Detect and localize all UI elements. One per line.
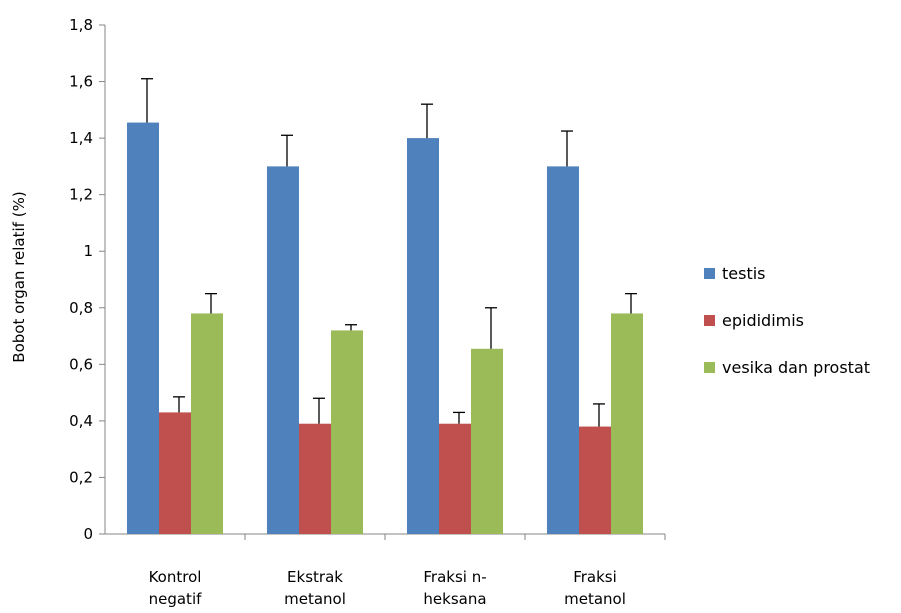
- y-tick-label: 0,8: [69, 299, 93, 317]
- bar-epididimis: [159, 412, 191, 534]
- bar-epididimis: [439, 423, 471, 534]
- x-tick-label: metanol: [564, 590, 626, 608]
- x-tick-label: Ekstrak: [287, 568, 343, 586]
- x-tick-label: heksana: [423, 590, 486, 608]
- bar-vesika-dan-prostat: [331, 330, 363, 534]
- y-tick-label: 1,8: [69, 16, 93, 34]
- legend-swatch: [704, 268, 715, 279]
- bar-testis: [407, 138, 439, 534]
- legend: testis epididimis vesika dan prostat: [704, 264, 870, 377]
- y-tick-label: 1: [83, 242, 93, 260]
- x-tick-label: negatif: [149, 590, 202, 608]
- legend-label: testis: [722, 264, 766, 283]
- legend-label: vesika dan prostat: [722, 358, 870, 377]
- y-tick-label: 1,4: [69, 129, 93, 147]
- legend-swatch: [704, 315, 715, 326]
- legend-swatch: [704, 362, 715, 373]
- bar-epididimis: [579, 426, 611, 534]
- bar-testis: [547, 166, 579, 534]
- bar-testis: [267, 166, 299, 534]
- legend-label: epididimis: [722, 311, 804, 330]
- y-tick-label: 0,6: [69, 355, 93, 373]
- bar-vesika-dan-prostat: [471, 348, 503, 534]
- x-tick-label: Kontrol: [149, 568, 202, 586]
- y-axis-label: Bobot organ relatif (%): [10, 191, 28, 362]
- plot-area: 0 0,2 0,4 0,6 0,8 1 1,2 1,4 1,6 1,8 Kontrol negatif…: [69, 16, 666, 608]
- y-tick-label: 1,2: [69, 186, 93, 204]
- x-tick-label: Fraksi n-: [423, 568, 486, 586]
- bar-epididimis: [299, 423, 331, 534]
- y-tick-label: 0,4: [69, 412, 93, 430]
- x-tick-label: metanol: [284, 590, 346, 608]
- bar-testis: [127, 122, 159, 534]
- y-tick-label: 0,2: [69, 468, 93, 486]
- bar-vesika-dan-prostat: [611, 313, 643, 534]
- y-tick-label: 0: [83, 525, 93, 543]
- x-tick-label: Fraksi: [573, 568, 617, 586]
- y-tick-label: 1,6: [69, 73, 93, 91]
- bar-vesika-dan-prostat: [191, 313, 223, 534]
